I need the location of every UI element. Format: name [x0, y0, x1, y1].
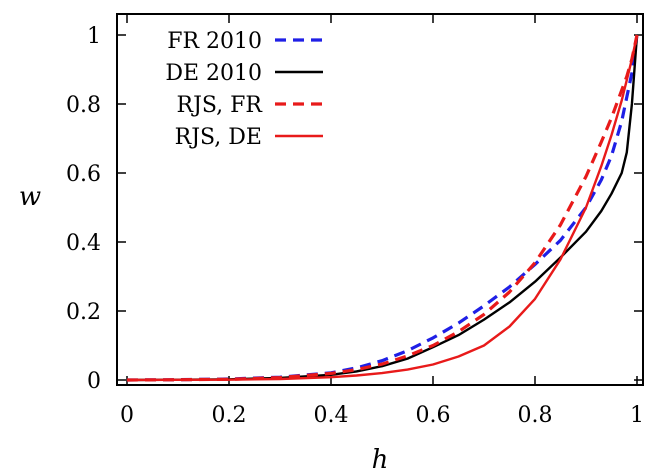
plot-frame — [116, 13, 644, 386]
legend: FR 2010 DE 2010 RJS, FR RJS, DE — [165, 29, 323, 150]
legend-label: FR 2010 — [167, 29, 262, 54]
y-tick-label: 0 — [87, 369, 101, 394]
y-tick-label: 0.6 — [66, 162, 101, 187]
x-tick-label: 0.2 — [212, 403, 247, 428]
series-line-rjs-fr — [126, 34, 639, 382]
x-tick-label: 1 — [630, 403, 644, 428]
ticks-layer: 0 0.2 0.4 0.6 0.8 1 0 0.2 0.4 0.6 0.8 1 — [66, 14, 644, 428]
y-tick-label: 0.8 — [66, 93, 101, 118]
y-tick-label: 0.4 — [66, 231, 101, 256]
x-tick-label: 0.4 — [314, 403, 349, 428]
series-line-de-2010 — [126, 34, 639, 382]
series-line-rjs-de — [126, 34, 639, 382]
x-tick-label: 0.6 — [416, 403, 451, 428]
x-axis-label: h — [372, 445, 389, 474]
y-tick-label: 0.2 — [66, 300, 101, 325]
series-layer — [126, 34, 639, 382]
y-tick-label: 1 — [87, 24, 101, 49]
legend-label: RJS, FR — [177, 93, 264, 118]
legend-label: RJS, DE — [175, 125, 262, 150]
legend-label: DE 2010 — [165, 61, 262, 86]
x-tick-label: 0 — [120, 403, 134, 428]
y-axis-label: w — [19, 182, 41, 212]
series-line-fr-2010 — [126, 34, 639, 382]
x-tick-label: 0.8 — [518, 403, 553, 428]
